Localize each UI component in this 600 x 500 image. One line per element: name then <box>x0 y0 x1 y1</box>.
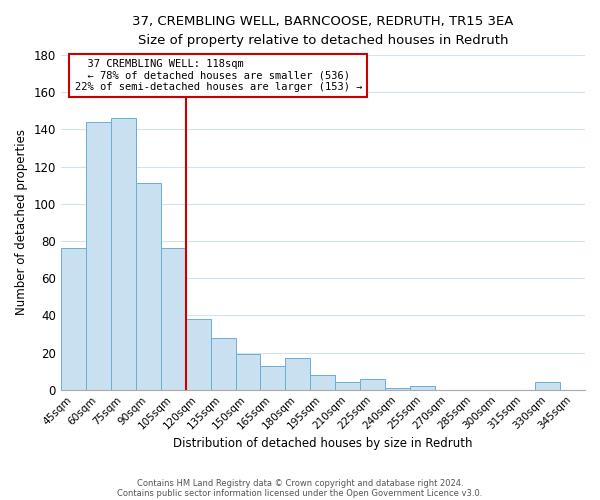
Text: Contains HM Land Registry data © Crown copyright and database right 2024.: Contains HM Land Registry data © Crown c… <box>137 478 463 488</box>
Bar <box>136 184 161 390</box>
Bar <box>361 378 385 390</box>
Bar <box>61 248 86 390</box>
Bar <box>310 375 335 390</box>
Bar <box>286 358 310 390</box>
Bar <box>111 118 136 390</box>
Bar <box>335 382 361 390</box>
Text: Contains public sector information licensed under the Open Government Licence v3: Contains public sector information licen… <box>118 488 482 498</box>
Bar <box>211 338 236 390</box>
Bar <box>161 248 185 390</box>
Text: 37 CREMBLING WELL: 118sqm
  ← 78% of detached houses are smaller (536)
22% of se: 37 CREMBLING WELL: 118sqm ← 78% of detac… <box>74 59 362 92</box>
Bar <box>385 388 410 390</box>
Bar <box>236 354 260 390</box>
Y-axis label: Number of detached properties: Number of detached properties <box>15 130 28 316</box>
Bar <box>86 122 111 390</box>
Bar <box>185 319 211 390</box>
X-axis label: Distribution of detached houses by size in Redruth: Distribution of detached houses by size … <box>173 437 473 450</box>
Bar <box>410 386 435 390</box>
Bar <box>260 366 286 390</box>
Title: 37, CREMBLING WELL, BARNCOOSE, REDRUTH, TR15 3EA
Size of property relative to de: 37, CREMBLING WELL, BARNCOOSE, REDRUTH, … <box>132 15 514 47</box>
Bar <box>535 382 560 390</box>
